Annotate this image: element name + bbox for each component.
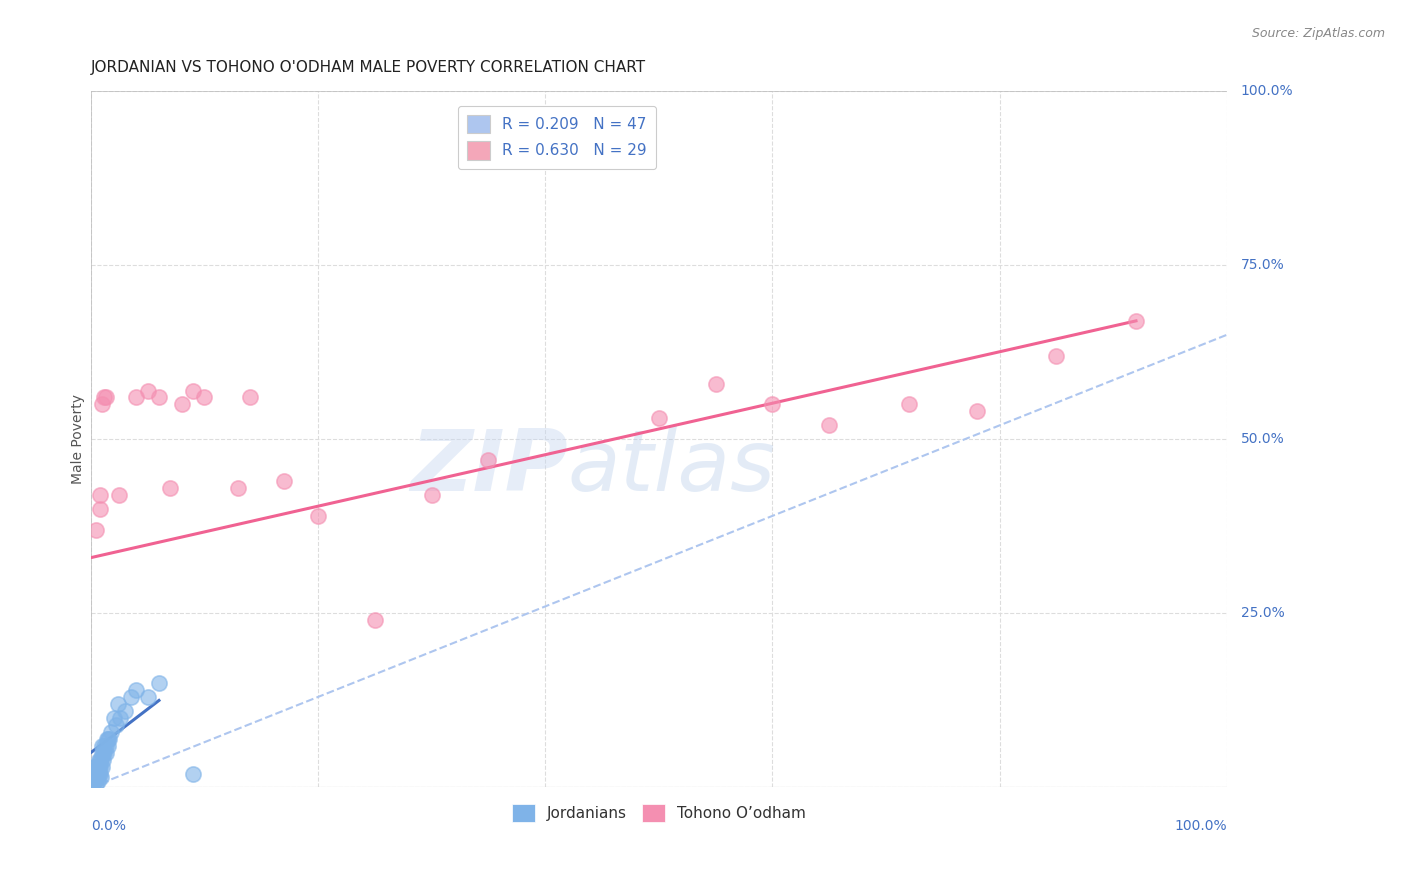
Point: [136, 384, 159, 398]
Text: 75.0%: 75.0%: [1240, 258, 1284, 272]
Point: [91, 753, 114, 767]
Point: [87, 753, 110, 767]
Point: [86, 763, 108, 777]
Text: atlas: atlas: [568, 425, 776, 508]
Point: [90, 753, 112, 767]
Point: [82, 777, 104, 791]
Point: [94, 739, 117, 753]
Point: [91, 746, 114, 760]
Point: [103, 711, 125, 725]
Point: [83, 766, 105, 780]
Point: [86, 773, 108, 788]
Point: [93, 739, 115, 753]
Point: [228, 481, 250, 495]
Point: [1045, 349, 1067, 363]
Point: [100, 724, 122, 739]
Point: [87, 759, 110, 773]
Point: [87, 766, 110, 780]
Text: Source: ZipAtlas.com: Source: ZipAtlas.com: [1251, 27, 1385, 40]
Point: [420, 488, 443, 502]
Y-axis label: Male Poverty: Male Poverty: [72, 394, 86, 484]
Point: [93, 746, 115, 760]
Point: [93, 391, 115, 405]
Text: 100.0%: 100.0%: [1240, 84, 1294, 98]
Text: 0.0%: 0.0%: [91, 819, 125, 833]
Point: [897, 397, 920, 411]
Point: [86, 766, 108, 780]
Point: [91, 759, 114, 773]
Point: [86, 777, 108, 791]
Text: ZIP: ZIP: [411, 425, 568, 508]
Point: [107, 697, 129, 711]
Point: [80, 773, 103, 788]
Text: 100.0%: 100.0%: [1174, 819, 1227, 833]
Point: [104, 718, 127, 732]
Point: [94, 746, 117, 760]
Point: [86, 523, 108, 537]
Point: [84, 773, 107, 788]
Point: [239, 391, 262, 405]
Point: [98, 731, 121, 746]
Point: [125, 683, 148, 698]
Point: [477, 453, 499, 467]
Point: [148, 391, 170, 405]
Point: [89, 753, 111, 767]
Text: 50.0%: 50.0%: [1240, 433, 1284, 446]
Point: [82, 766, 104, 780]
Point: [94, 391, 117, 405]
Point: [89, 759, 111, 773]
Point: [86, 759, 108, 773]
Text: 25.0%: 25.0%: [1240, 607, 1284, 620]
Point: [1125, 314, 1147, 328]
Point: [91, 397, 114, 411]
Point: [89, 488, 111, 502]
Point: [966, 404, 988, 418]
Point: [364, 613, 387, 627]
Point: [90, 770, 112, 784]
Point: [89, 502, 111, 516]
Point: [704, 376, 727, 391]
Point: [97, 731, 120, 746]
Point: [84, 759, 107, 773]
Legend: Jordanians, Tohono O’odham: Jordanians, Tohono O’odham: [506, 797, 813, 829]
Point: [761, 397, 783, 411]
Point: [120, 690, 142, 704]
Point: [648, 411, 671, 425]
Point: [159, 481, 181, 495]
Point: [148, 676, 170, 690]
Point: [96, 731, 118, 746]
Point: [108, 488, 131, 502]
Point: [181, 384, 204, 398]
Point: [136, 690, 159, 704]
Point: [91, 746, 114, 760]
Point: [110, 711, 132, 725]
Text: JORDANIAN VS TOHONO O'ODHAM MALE POVERTY CORRELATION CHART: JORDANIAN VS TOHONO O'ODHAM MALE POVERTY…: [91, 60, 645, 75]
Point: [170, 397, 193, 411]
Point: [83, 773, 105, 788]
Point: [86, 770, 108, 784]
Point: [83, 759, 105, 773]
Point: [84, 766, 107, 780]
Point: [273, 474, 295, 488]
Point: [181, 766, 204, 780]
Point: [193, 391, 215, 405]
Point: [114, 704, 136, 718]
Point: [91, 739, 114, 753]
Point: [89, 766, 111, 780]
Point: [125, 391, 148, 405]
Point: [818, 418, 841, 433]
Point: [97, 739, 120, 753]
Point: [307, 508, 329, 523]
